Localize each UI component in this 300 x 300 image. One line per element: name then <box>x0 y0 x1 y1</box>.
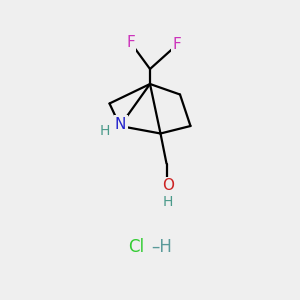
Text: H: H <box>99 124 110 137</box>
Text: H: H <box>163 196 173 209</box>
Text: F: F <box>172 37 182 52</box>
Text: O: O <box>162 178 174 194</box>
Text: –H: –H <box>152 238 172 256</box>
Text: N: N <box>115 117 126 132</box>
Text: Cl: Cl <box>128 238 145 256</box>
Text: F: F <box>126 35 135 50</box>
